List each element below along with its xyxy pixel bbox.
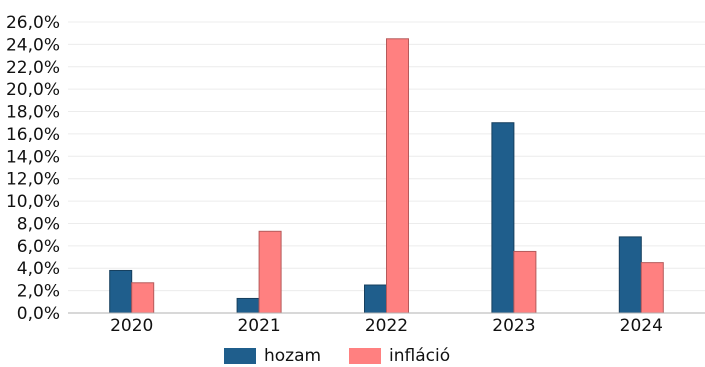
y-tick-label: 2,0% [17,282,60,302]
bar-inflacio-2024 [640,262,664,314]
x-axis-ticks: 2020 2021 2022 2023 2024 [110,316,663,336]
legend-swatch-inflacio [349,348,381,364]
bar-hozam-2024 [618,236,642,314]
y-tick-label: 6,0% [17,237,60,257]
y-tick-label: 4,0% [17,259,60,279]
x-tick-label: 2024 [620,316,663,336]
x-tick-label: 2022 [365,316,408,336]
y-tick-label: 26,0% [6,13,60,33]
y-tick-label: 14,0% [6,147,60,167]
y-tick-label: 22,0% [6,58,60,78]
legend-item-inflacio: infláció [349,346,450,366]
legend-swatch-hozam [224,348,256,364]
y-tick-label: 0,0% [17,304,60,324]
y-tick-label: 8,0% [17,214,60,234]
legend-label-hozam: hozam [264,346,322,366]
y-tick-label: 20,0% [6,80,60,100]
legend-item-hozam: hozam [224,346,321,366]
x-tick-label: 2020 [110,316,153,336]
y-axis-ticks: 0,0%2,0% 4,0%6,0% 8,0%10,0%12,0% 14,0%16,0%… [6,13,60,324]
bar-hozam-2020 [109,269,133,314]
bar-hozam-2021 [236,297,260,314]
y-tick-label: 10,0% [6,192,60,212]
y-tick-label: 18,0% [6,103,60,123]
bar-inflacio-2020 [131,282,155,314]
x-tick-label: 2021 [237,316,280,336]
bars [109,38,664,314]
y-tick-label: 16,0% [6,125,60,145]
bar-inflacio-2021 [258,230,282,314]
legend-label-inflacio: infláció [389,346,451,366]
y-tick-label: 24,0% [6,35,60,55]
bar-inflacio-2023 [513,250,537,314]
y-tick-label: 12,0% [6,170,60,190]
legend: hozam infláció [0,346,705,367]
x-tick-label: 2023 [492,316,535,336]
bar-hozam-2022 [364,284,387,314]
bar-inflacio-2022 [386,38,409,314]
bar-hozam-2023 [491,122,515,314]
bar-chart: 0,0%2,0% 4,0%6,0% 8,0%10,0%12,0% 14,0%16,0%… [6,13,705,336]
